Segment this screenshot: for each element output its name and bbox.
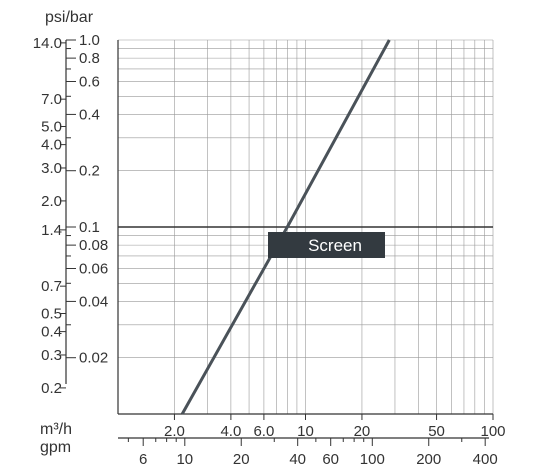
y-tick-label-psi: 0.3 (41, 347, 62, 364)
y-tick-label-bar: 0.08 (79, 237, 108, 254)
x-tick-label-gpm: 400 (473, 451, 498, 468)
x-tick-label-m3h: 50 (428, 423, 445, 440)
x-tick-label-gpm: 6 (139, 451, 147, 468)
y-tick-label-psi: 2.0 (41, 193, 62, 210)
x-tick-label-gpm: 40 (289, 451, 306, 468)
y-tick-label-bar: 0.1 (79, 219, 100, 236)
series-line-screen (180, 39, 391, 415)
y-tick-label-psi: 4.0 (41, 137, 62, 154)
y-tick-label-bar: 0.4 (79, 106, 100, 123)
x-axis-primary-unit-label: m³/h (40, 421, 72, 438)
x-tick-label-m3h: 100 (480, 423, 505, 440)
y-tick-label-psi: 5.0 (41, 118, 62, 135)
x-tick-label-m3h: 4.0 (220, 423, 241, 440)
annotation-layer: Screen (268, 232, 385, 258)
y-tick-label-psi: 14.0 (33, 35, 62, 52)
x-tick-label-m3h: 10 (297, 423, 314, 440)
grid-layer (118, 39, 494, 415)
y-tick-label-psi: 0.2 (41, 380, 62, 397)
y-tick-label-psi: 0.4 (41, 324, 62, 341)
y-tick-label-psi: 3.0 (41, 160, 62, 177)
x-axis-secondary-unit-label: gpm (40, 439, 71, 456)
y-tick-label-bar: 0.8 (79, 50, 100, 67)
y-tick-label-psi: 1.4 (41, 222, 62, 239)
y-tick-label-bar: 0.2 (79, 163, 100, 180)
annotation-label: Screen (308, 236, 362, 255)
x-tick-label-m3h: 2.0 (164, 423, 185, 440)
y-tick-label-bar: 0.6 (79, 73, 100, 90)
y-tick-label-psi: 7.0 (41, 91, 62, 108)
x-tick-label-gpm: 20 (233, 451, 250, 468)
y-tick-label-bar: 0.04 (79, 293, 108, 310)
x-tick-label-m3h: 20 (354, 423, 371, 440)
x-tick-label-gpm: 200 (416, 451, 441, 468)
x-tick-label-gpm: 100 (360, 451, 385, 468)
tick-layer: 1.00.8 0.6 0.4 0.2 0.10.08 0.06 0.04 0.02 14.0 7.… (33, 32, 506, 468)
y-tick-label-bar: 0.06 (79, 260, 108, 277)
y-tick-label-psi: 0.5 (41, 305, 62, 322)
y-tick-label-bar: 1.0 (79, 32, 100, 49)
y-axis-unit-label: psi/bar (45, 9, 94, 26)
y-tick-label-psi: 0.7 (41, 278, 62, 295)
x-tick-label-m3h: 6.0 (253, 423, 274, 440)
series-layer (180, 39, 391, 415)
x-tick-label-gpm: 10 (176, 451, 193, 468)
annotation-box (268, 232, 385, 258)
y-tick-label-bar: 0.02 (79, 350, 108, 367)
x-tick-label-gpm: 60 (322, 451, 339, 468)
